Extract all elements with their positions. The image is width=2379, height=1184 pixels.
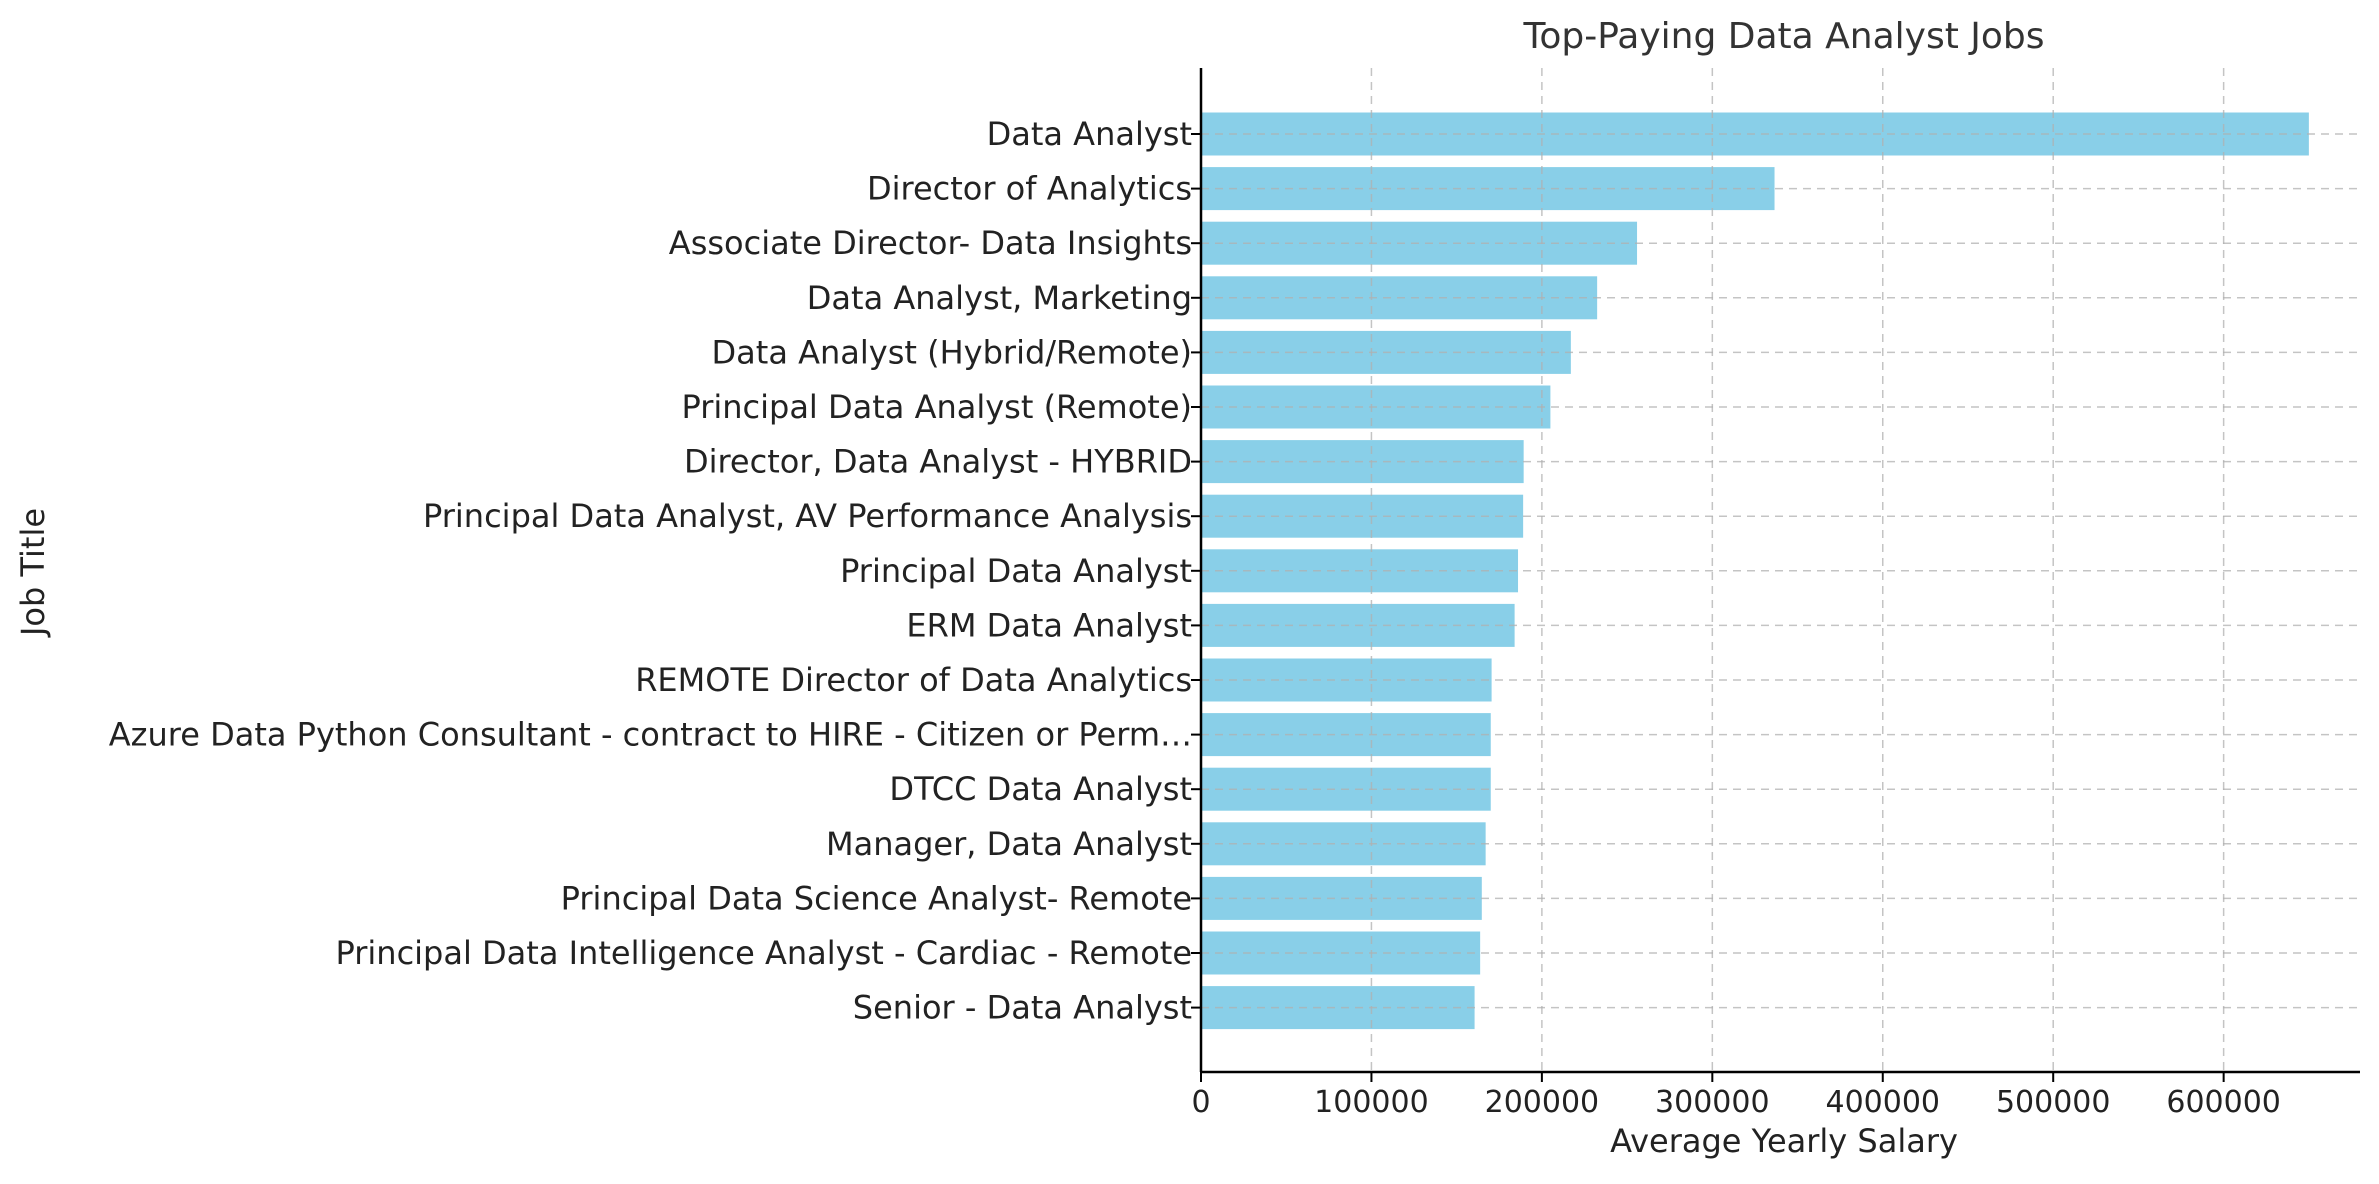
chart-title: Top-Paying Data Analyst Jobs	[1522, 16, 2044, 57]
y-tick-label: REMOTE Director of Data Analytics	[635, 661, 1192, 699]
y-tick-label: Manager, Data Analyst	[826, 825, 1192, 863]
y-tick-label: Principal Data Analyst	[840, 552, 1192, 590]
y-tick-label: Principal Data Analyst (Remote)	[681, 388, 1192, 426]
y-tick-label: Data Analyst, Marketing	[807, 279, 1192, 317]
y-tick-label: Principal Data Intelligence Analyst - Ca…	[336, 934, 1193, 972]
x-tick-label: 600000	[2166, 1085, 2281, 1120]
x-tick-label: 200000	[1485, 1085, 1600, 1120]
y-tick-label: Data Analyst (Hybrid/Remote)	[712, 333, 1192, 371]
y-axis-label: Job Title	[14, 508, 52, 638]
y-tick-label: Associate Director- Data Insights	[669, 224, 1192, 262]
x-tick-label: 0	[1191, 1085, 1210, 1120]
axes	[1191, 68, 2360, 1082]
y-tick-label: Principal Data Science Analyst- Remote	[561, 879, 1192, 917]
y-tick-label: Director, Data Analyst - HYBRID	[684, 443, 1192, 481]
bar	[1201, 986, 1475, 1030]
y-tick-label: DTCC Data Analyst	[889, 770, 1192, 808]
x-axis-label: Average Yearly Salary	[1610, 1122, 1958, 1160]
grid-lines	[1201, 68, 2360, 1072]
bar	[1201, 931, 1481, 975]
y-tick-label: Principal Data Analyst, AV Performance A…	[423, 497, 1192, 535]
x-tick-label: 500000	[1996, 1085, 2111, 1120]
x-tick-label: 300000	[1655, 1085, 1770, 1120]
y-tick-label: Senior - Data Analyst	[853, 989, 1192, 1027]
x-tick-label: 400000	[1825, 1085, 1940, 1120]
y-tick-label: Director of Analytics	[867, 170, 1192, 208]
y-tick-label: Azure Data Python Consultant - contract …	[109, 716, 1192, 754]
y-tick-label: ERM Data Analyst	[906, 606, 1192, 644]
x-tick-label: 100000	[1314, 1085, 1429, 1120]
tick-labels: 0 100000 200000 300000 400000 500000 600000 Dat…	[109, 115, 2281, 1120]
y-tick-label: Data Analyst	[987, 115, 1192, 153]
